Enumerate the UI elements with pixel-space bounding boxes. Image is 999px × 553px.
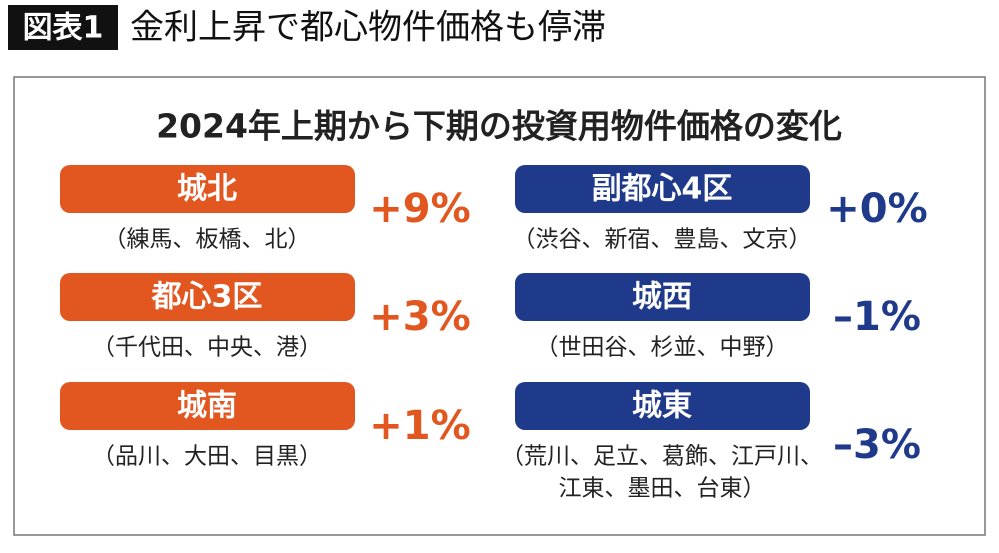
region-wards: 江東、墨田、台東）	[559, 476, 766, 502]
region-name: 城北	[177, 172, 237, 207]
panel-border	[13, 76, 986, 536]
region-name: 副都心4区	[592, 172, 733, 207]
region-wards: （品川、大田、目黒）	[92, 444, 322, 470]
region-name: 城東	[632, 389, 692, 424]
region-name: 城南	[177, 389, 237, 424]
region-pill	[60, 382, 355, 430]
region-pill	[60, 273, 355, 321]
header-label: 図表1	[23, 11, 104, 46]
items: 城北 （練馬、板橋、北） +9% 都心3区 （千代田、中央、港） +3% 城南 （品川、大田、…	[60, 165, 928, 502]
header-label-box	[8, 5, 118, 50]
region-wards: （千代田、中央、港）	[92, 335, 322, 361]
region-change: +1%	[369, 403, 470, 449]
region-wards: （渋谷、新宿、豊島、文京）	[513, 227, 812, 253]
region-pill	[515, 273, 810, 321]
region-pill	[515, 382, 810, 430]
region-change: +3%	[369, 294, 470, 340]
region-pill	[515, 165, 810, 213]
panel-title: 2024年上期から下期の投資用物件価格の変化	[156, 107, 842, 146]
region-wards: （練馬、板橋、北）	[104, 227, 311, 253]
region-name: 城西	[632, 280, 692, 315]
header-title: 金利上昇で都心物件価格も停滞	[130, 8, 606, 48]
region-change: +0%	[826, 186, 927, 232]
region-wards: （世田谷、杉並、中野）	[536, 335, 789, 361]
region-wards: （荒川、足立、葛飾、江戸川、	[501, 444, 823, 470]
region-pill	[60, 165, 355, 213]
region-change: +9%	[369, 186, 470, 232]
region-change: –3%	[833, 422, 921, 468]
region-name: 都心3区	[151, 280, 263, 315]
region-change: –1%	[833, 294, 921, 340]
